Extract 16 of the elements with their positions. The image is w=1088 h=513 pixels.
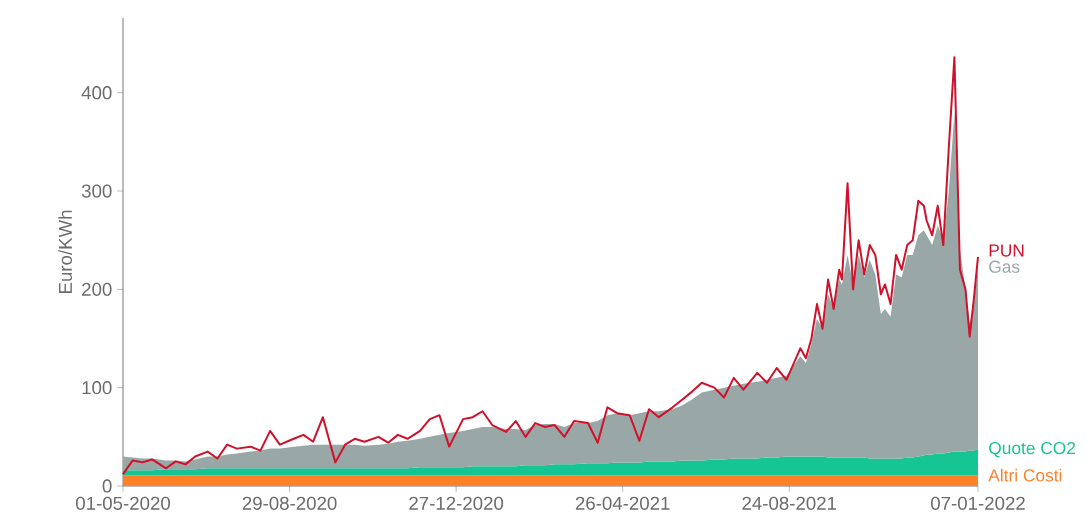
x-tick-label: 01-05-2020 [76, 496, 171, 510]
x-tick-label: 07-01-2022 [930, 496, 1025, 510]
y-tick-label: 200 [82, 282, 112, 296]
y-tick-label: 400 [81, 86, 112, 100]
y-tick-label: 100 [82, 381, 112, 395]
y-tick-label: 300 [81, 184, 112, 198]
series-label: Quote CO2 [989, 441, 1076, 458]
x-tick-label: 26-04-2021 [575, 496, 670, 510]
x-tick-label: 24-08-2021 [742, 496, 837, 510]
y-tick-label: 0 [102, 479, 112, 493]
x-tick-label: 27-12-2020 [409, 496, 504, 510]
series-label: Gas [989, 260, 1020, 273]
series-label: PUN [989, 244, 1024, 257]
x-tick-label: 29-08-2020 [242, 496, 337, 510]
series-label: Altri Costi [988, 468, 1062, 482]
y-axis-title: Euro/KWh [58, 210, 73, 293]
